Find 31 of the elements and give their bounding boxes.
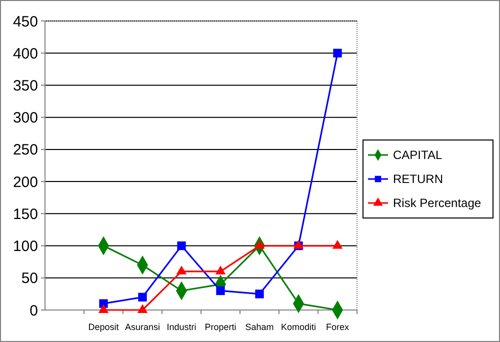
point bbox=[216, 286, 225, 296]
y-tick-label: 300 bbox=[12, 110, 38, 127]
y-tick-label: 200 bbox=[12, 174, 38, 191]
legend-label: CAPITAL bbox=[393, 148, 442, 162]
y-tick-label: 100 bbox=[12, 238, 38, 256]
point bbox=[333, 48, 342, 58]
point bbox=[254, 240, 265, 249]
x-tick-label: Properti bbox=[204, 322, 236, 332]
y-tick-label: 350 bbox=[12, 77, 38, 94]
point bbox=[177, 241, 186, 250]
x-tick-label: Industri bbox=[166, 322, 196, 332]
x-tick-label: Forex bbox=[326, 322, 350, 332]
y-tick-label: 150 bbox=[12, 206, 38, 223]
point bbox=[137, 304, 148, 313]
point bbox=[98, 304, 109, 313]
point bbox=[138, 292, 147, 302]
x-tick-label: Komoditi bbox=[280, 322, 316, 332]
legend-label: Risk Percentage bbox=[393, 196, 482, 210]
y-tick-label: 400 bbox=[12, 45, 38, 62]
x-tick-label: Deposit bbox=[88, 322, 120, 332]
point bbox=[215, 266, 226, 274]
point bbox=[332, 240, 343, 249]
point bbox=[255, 290, 264, 298]
point bbox=[176, 266, 187, 274]
x-tick-label: Asuransi bbox=[124, 322, 160, 332]
x-tick-label: Saham bbox=[245, 322, 274, 332]
y-tick-label: 250 bbox=[12, 142, 38, 159]
y-tick-label: 450 bbox=[12, 13, 38, 30]
legend-label: RETURN bbox=[393, 172, 443, 186]
y-tick-label: 50 bbox=[21, 270, 38, 288]
y-tick-label: 0 bbox=[30, 302, 38, 320]
